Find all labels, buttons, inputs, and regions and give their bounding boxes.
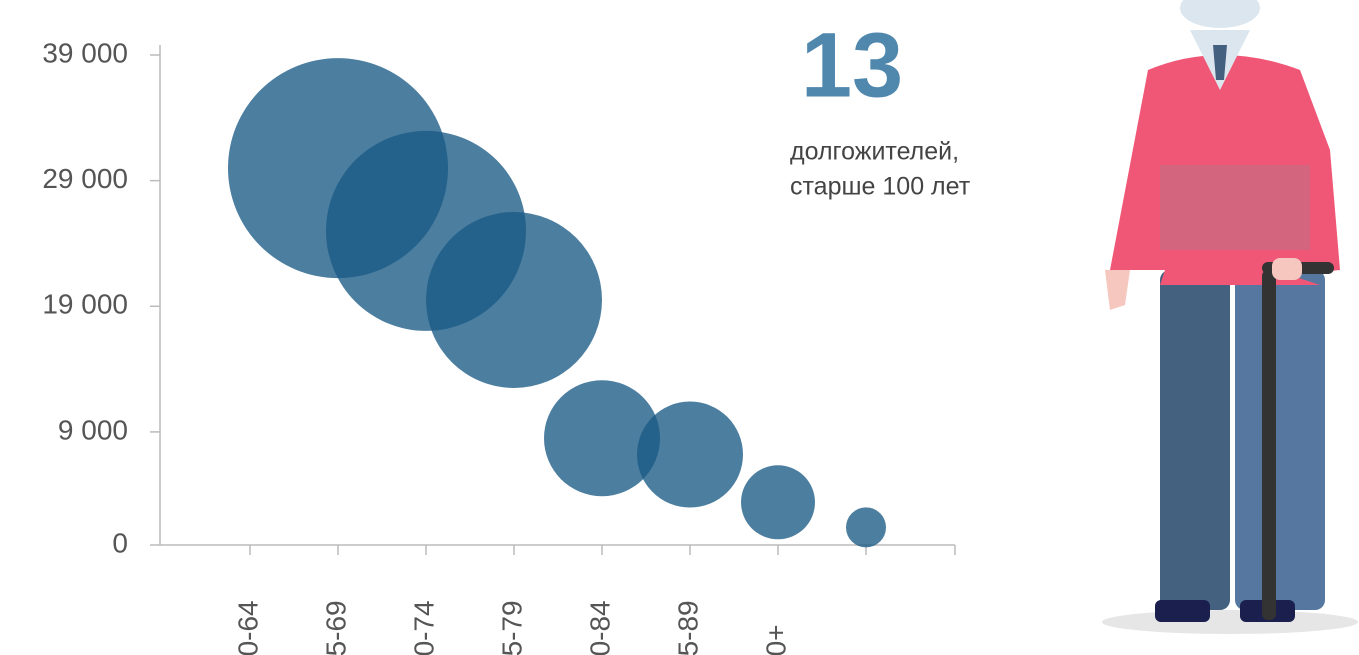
x-tick-label: 60-64 xyxy=(232,600,263,655)
illustration xyxy=(1102,0,1358,634)
annotation-text: долгожителей, xyxy=(790,138,959,166)
x-tick-label: 65-69 xyxy=(320,600,351,655)
x-tick-label: 90+ xyxy=(760,625,791,655)
y-tick-label: 0 xyxy=(112,527,128,558)
x-tick-label: 75-79 xyxy=(496,600,527,655)
annotation-number: 13 xyxy=(801,14,903,116)
bubble xyxy=(846,507,886,547)
y-tick-label: 29 000 xyxy=(42,163,128,194)
y-tick-label: 39 000 xyxy=(42,37,128,68)
chart: 13 долгожителей, старше 100 лет 0 9 000 19… xyxy=(0,0,1359,655)
x-tick-label: 80-84 xyxy=(584,600,615,655)
annotation-text: старше 100 лет xyxy=(790,173,971,201)
x-tick-label: 85-89 xyxy=(672,600,703,655)
bubble xyxy=(426,212,602,388)
bubble xyxy=(741,465,815,539)
y-tick-label: 9 000 xyxy=(58,414,128,445)
x-tick-label: 70-74 xyxy=(408,600,439,655)
y-tick-label: 19 000 xyxy=(42,289,128,320)
bubble xyxy=(637,402,743,508)
